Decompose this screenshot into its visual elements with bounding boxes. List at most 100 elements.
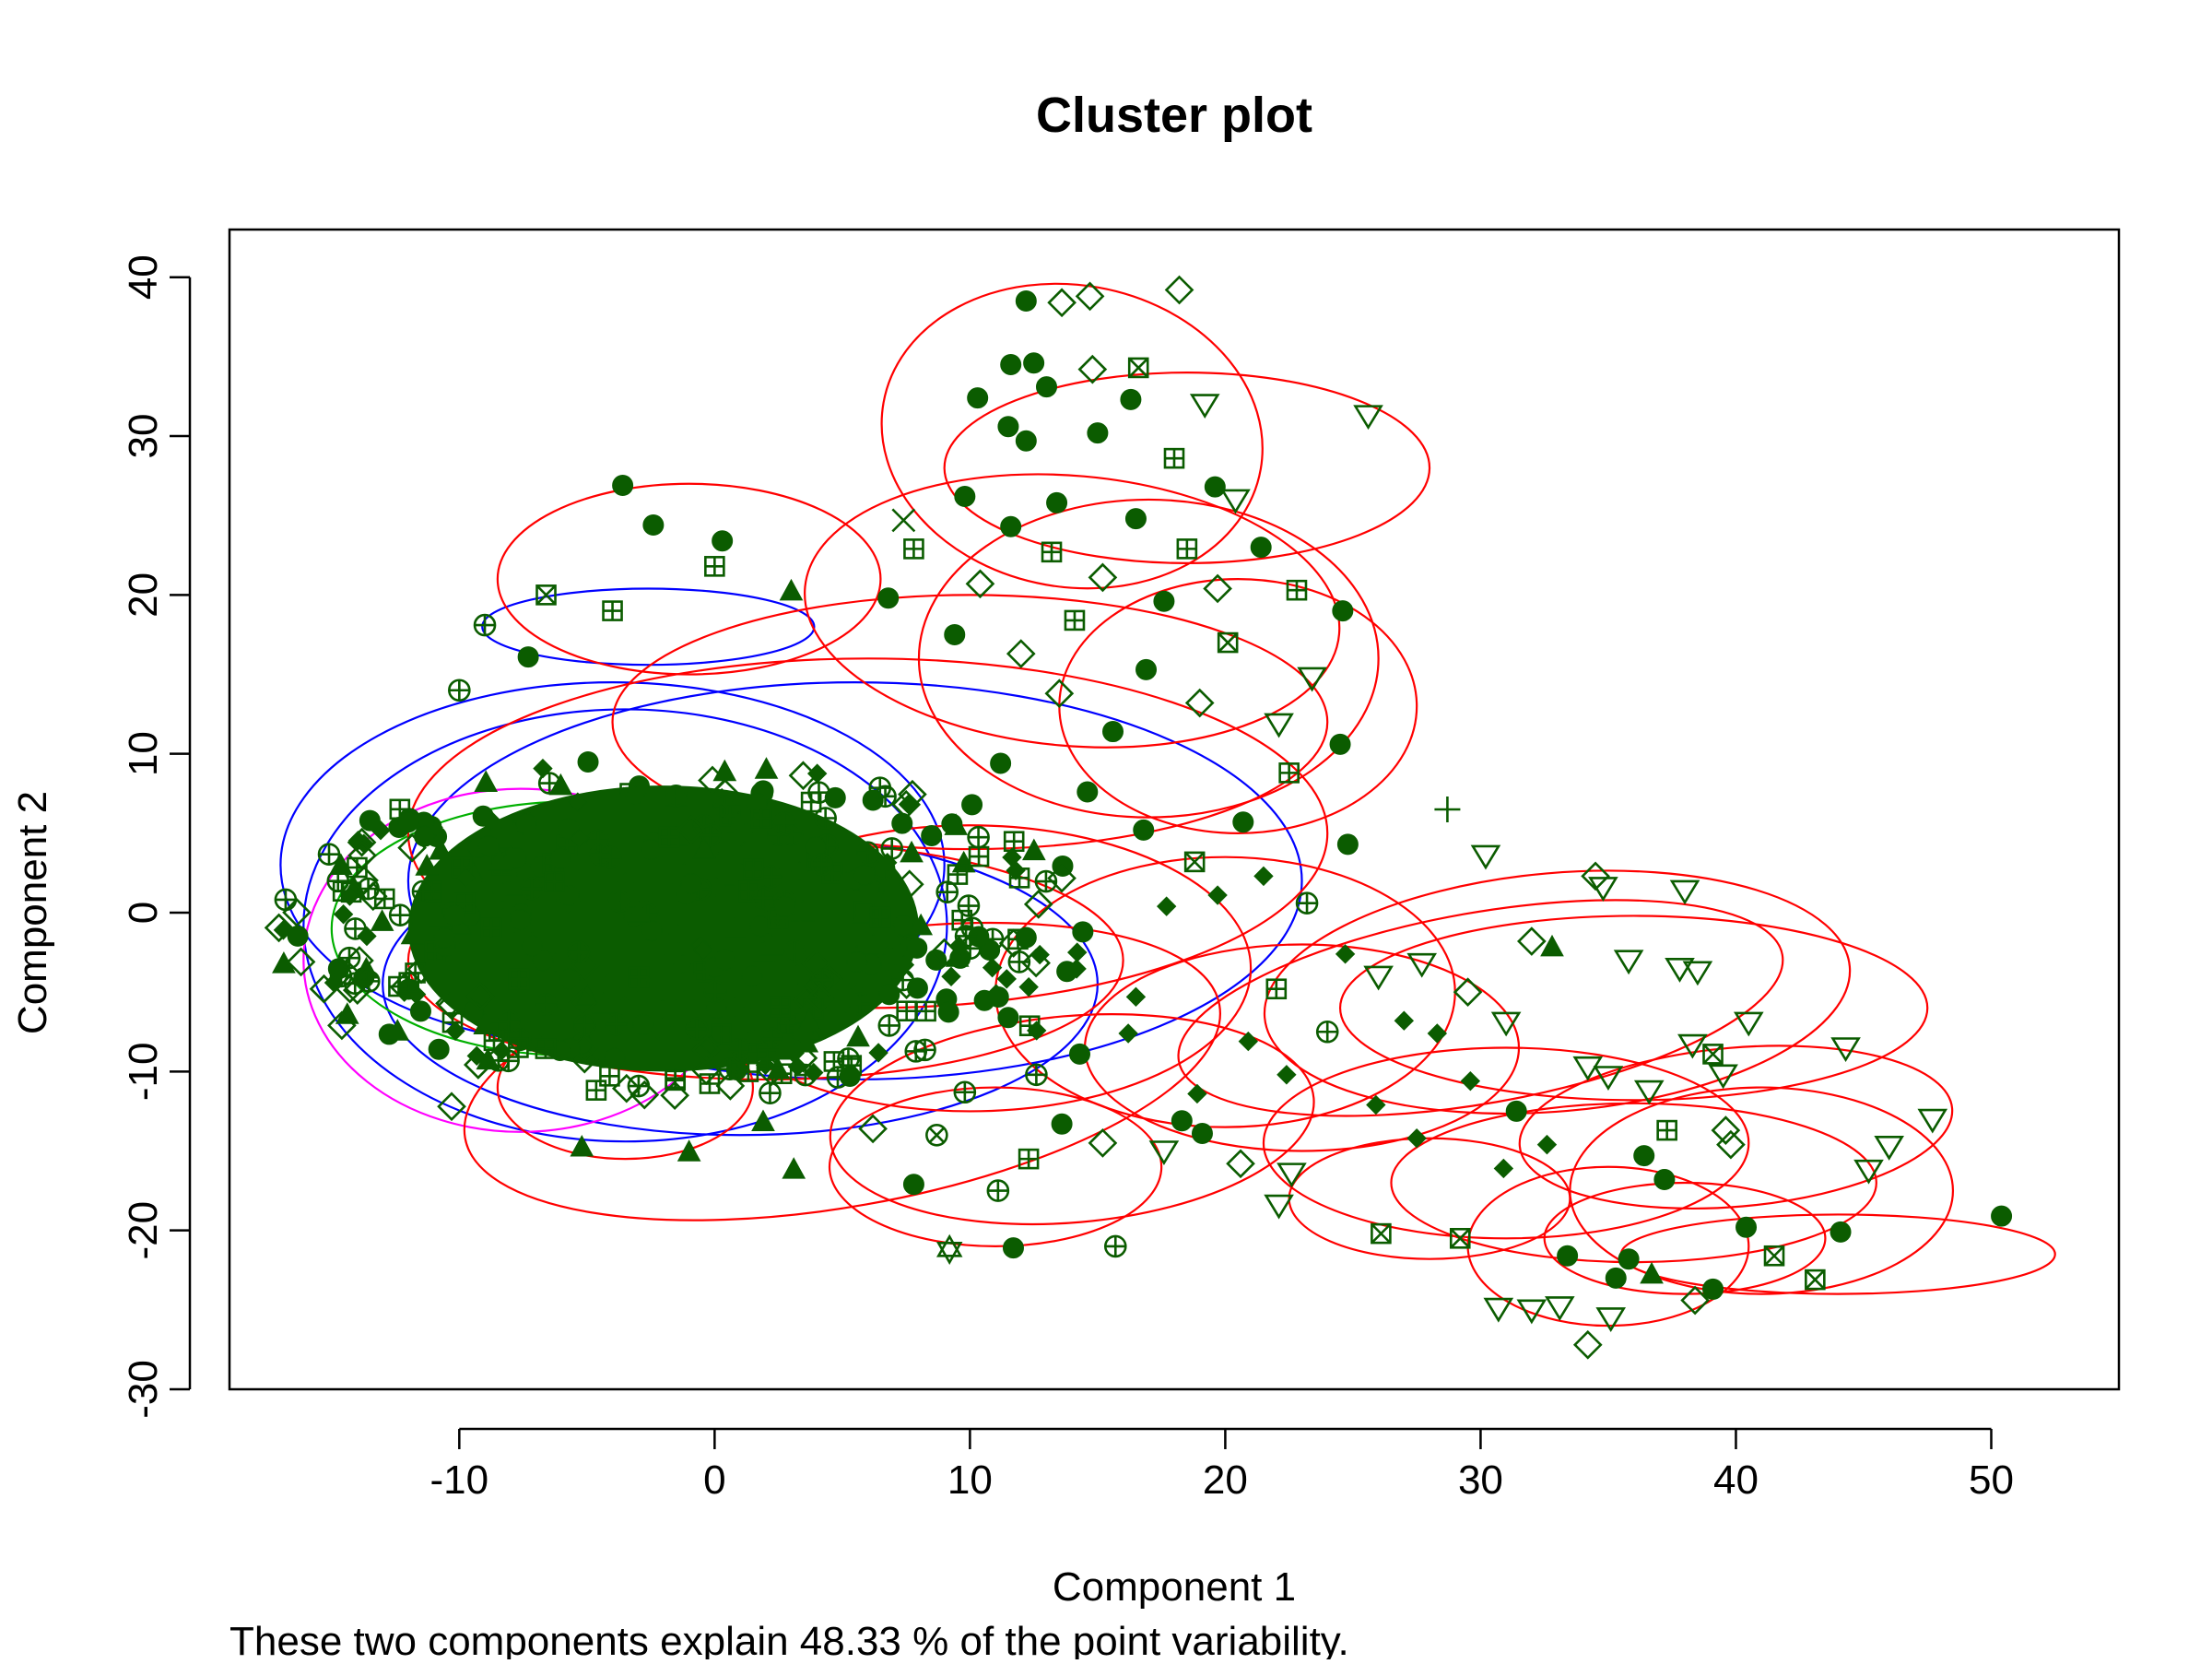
core-point-marker: [409, 1000, 431, 1022]
core-point-marker: [591, 992, 616, 1014]
core-point-marker: [937, 1001, 959, 1023]
core-point-marker: [589, 843, 612, 867]
data-point-marker: [967, 387, 989, 409]
x-tick-label: 40: [1713, 1457, 1759, 1503]
y-tick-label: -30: [121, 1360, 166, 1419]
data-point-marker: [1163, 447, 1185, 469]
core-point-marker: [510, 909, 532, 931]
data-point-marker: [1077, 354, 1108, 384]
data-point-marker: [1516, 1299, 1547, 1325]
data-point-marker: [347, 841, 377, 870]
core-point-marker: [771, 1037, 795, 1060]
cluster-ellipse: [828, 1086, 1163, 1248]
core-point-marker: [274, 888, 298, 912]
core-point-marker: [841, 987, 861, 1009]
data-point-marker: [1434, 797, 1461, 822]
cluster-ellipse: [943, 371, 1431, 564]
data-point-marker: [1640, 1261, 1664, 1284]
data-point-marker: [327, 1010, 357, 1041]
core-point-marker: [733, 798, 763, 828]
data-point-marker: [1453, 977, 1483, 1008]
data-point-marker: [1023, 352, 1045, 374]
y-tick-label: 20: [121, 572, 166, 618]
data-point-marker: [1000, 515, 1022, 537]
core-point-marker: [529, 856, 551, 878]
data-point-marker: [1329, 733, 1351, 755]
core-point-marker: [868, 1043, 888, 1063]
data-point-marker: [1830, 1221, 1852, 1243]
data-point-marker: [1633, 1080, 1665, 1105]
data-point-marker: [1015, 430, 1037, 452]
cluster-ellipse: [496, 482, 882, 676]
core-point-marker: [499, 844, 523, 867]
data-point-marker: [1665, 958, 1695, 983]
core-point-marker: [700, 1034, 721, 1056]
core-point-marker: [811, 968, 834, 992]
data-point-marker: [877, 587, 900, 609]
core-point-marker: [672, 954, 693, 974]
core-point-marker: [544, 871, 565, 892]
core-point-marker: [1022, 838, 1046, 861]
core-point-marker: [794, 1030, 819, 1053]
cluster-ellipse: [1177, 899, 1784, 1117]
core-point-marker: [1006, 860, 1026, 881]
core-point-marker: [706, 851, 731, 874]
data-point-marker: [1118, 1023, 1138, 1044]
core-point-marker: [455, 867, 477, 888]
core-point-marker: [632, 976, 663, 1006]
data-point-marker: [1394, 1010, 1415, 1031]
core-point-marker: [464, 1050, 493, 1080]
data-point-marker: [1297, 667, 1327, 692]
cluster-ellipse: [1058, 578, 1418, 834]
core-point-marker: [772, 811, 796, 835]
core-point-marker: [759, 1081, 782, 1105]
core-point-marker: [868, 776, 892, 799]
core-point-marker: [851, 902, 876, 924]
core-point-marker: [807, 781, 830, 804]
data-point-marker: [1406, 952, 1438, 978]
core-point-marker: [836, 870, 857, 891]
core-point-marker: [339, 886, 360, 906]
core-point-marker: [759, 934, 784, 956]
core-point-marker: [406, 954, 436, 985]
core-point-marker: [892, 915, 914, 937]
core-point-marker: [641, 920, 663, 942]
core-point-marker: [944, 813, 969, 835]
data-point-marker: [1593, 1066, 1624, 1092]
data-point-marker: [570, 1135, 594, 1157]
core-point-marker: [535, 1038, 557, 1059]
core-point-marker: [400, 922, 425, 945]
core-point-marker: [398, 972, 419, 993]
data-point-marker: [1763, 1245, 1785, 1267]
core-point-marker: [570, 828, 590, 848]
data-point-marker: [1702, 1278, 1724, 1300]
core-point-marker: [585, 1080, 607, 1101]
data-point-marker: [1164, 275, 1194, 305]
chart-title: Cluster plot: [1036, 88, 1312, 143]
data-point-marker: [1830, 1037, 1861, 1062]
data-point-marker: [954, 486, 976, 508]
core-point-marker: [900, 840, 924, 863]
x-tick-label: 50: [1969, 1457, 2014, 1503]
core-point-marker: [749, 915, 771, 938]
data-point-marker: [1044, 679, 1075, 709]
core-point-marker: [691, 1035, 721, 1066]
core-point-marker: [714, 949, 736, 971]
core-point-marker: [987, 986, 1009, 1009]
core-point-marker: [326, 869, 350, 892]
core-point-marker: [493, 908, 513, 928]
data-point-marker: [1041, 541, 1063, 563]
core-point-marker: [778, 912, 808, 942]
data-point-marker: [1064, 609, 1086, 631]
core-point-marker: [573, 1013, 596, 1037]
core-point-marker: [1030, 944, 1050, 965]
core-point-marker: [1072, 921, 1094, 943]
data-point-marker: [1088, 562, 1118, 593]
data-point-marker: [935, 1233, 963, 1265]
core-point-marker: [660, 1080, 689, 1111]
data-point-marker: [1077, 781, 1099, 803]
core-point-marker: [894, 869, 924, 900]
data-point-marker: [1220, 489, 1251, 514]
core-point-marker: [846, 950, 868, 973]
data-point-marker: [1353, 405, 1383, 431]
